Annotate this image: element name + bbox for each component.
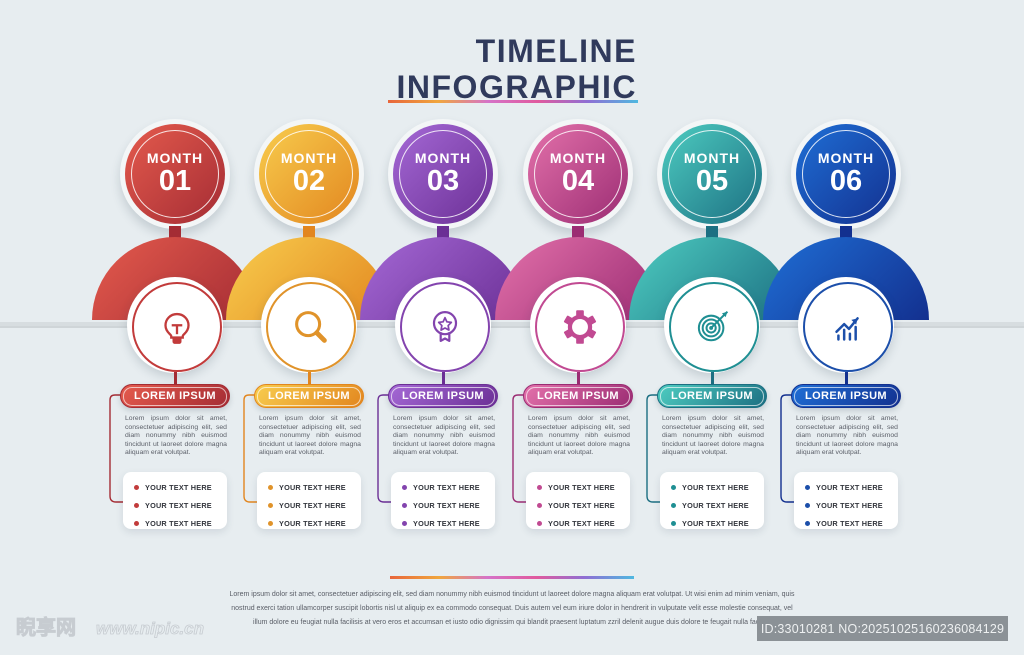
svg-text:睨享网: 睨享网	[16, 615, 76, 639]
svg-text:www.nipic.cn: www.nipic.cn	[96, 619, 204, 638]
